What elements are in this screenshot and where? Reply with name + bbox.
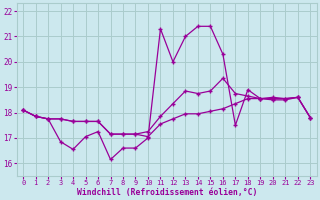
X-axis label: Windchill (Refroidissement éolien,°C): Windchill (Refroidissement éolien,°C) bbox=[76, 188, 257, 197]
